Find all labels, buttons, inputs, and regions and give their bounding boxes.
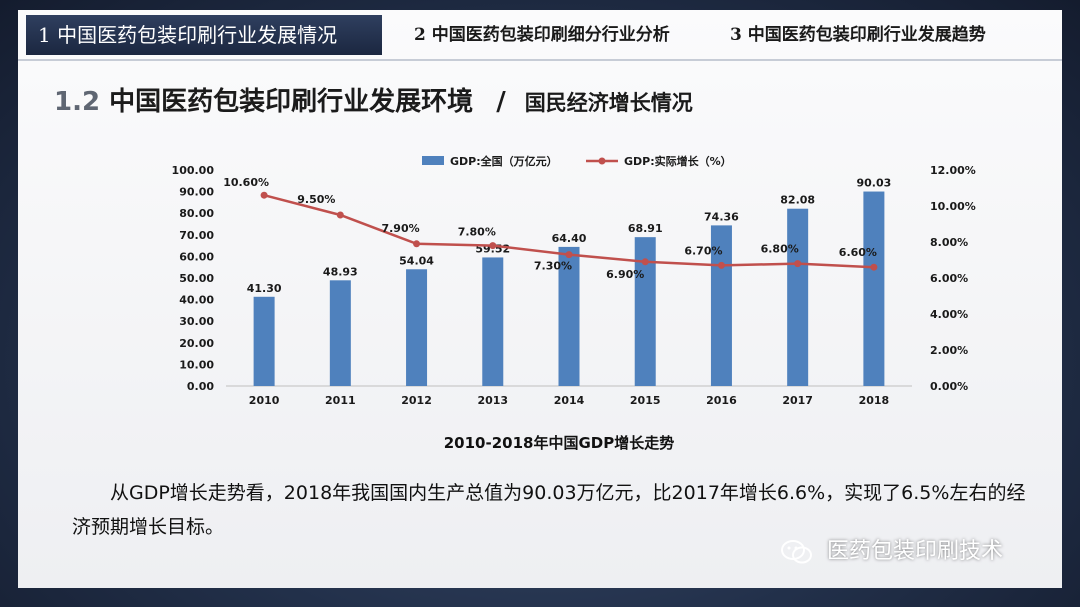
section-slash: / — [496, 87, 506, 117]
growth-value-label: 6.70% — [684, 244, 722, 257]
y-left-tick-label: 10.00 — [179, 358, 214, 371]
bar-value-label: 64.40 — [552, 232, 587, 245]
x-tick-label: 2015 — [630, 394, 661, 407]
footer-brand-name: 医药包装印刷技术 — [827, 539, 1004, 564]
nav-divider — [18, 59, 1062, 61]
body-paragraph: 从GDP增长走势看，2018年我国国内生产总值为90.03万亿元，比2017年增… — [72, 482, 1026, 538]
section-number: 1.2 — [54, 87, 101, 117]
section-heading: 1.2 中国医药包装印刷行业发展环境 / 国民经济增长情况 — [54, 82, 693, 122]
growth-point — [565, 251, 573, 259]
bar-gdp — [406, 269, 428, 386]
growth-point — [336, 211, 344, 219]
x-tick-label: 2017 — [782, 394, 813, 407]
gdp-combo-chart: 0.00 10.00 20.00 30.00 40.00 50.00 60.00 70.00 8… — [172, 154, 976, 452]
nav-tab-2[interactable]: 2 中国医药包装印刷细分行业分析 — [414, 25, 670, 45]
growth-value-label: 6.90% — [606, 268, 644, 281]
legend-swatch-gdp — [422, 156, 444, 165]
bar-gdp — [787, 208, 809, 386]
bar-value-label: 68.91 — [628, 222, 663, 235]
bar-gdp — [482, 257, 504, 386]
nav-tab-3[interactable]: 3 中国医药包装印刷行业发展趋势 — [730, 25, 986, 45]
slide: 1 中国医药包装印刷行业发展情况 2 中国医药包装印刷细分行业分析 3 中国医药… — [18, 10, 1062, 588]
growth-point — [794, 260, 802, 268]
y-right-tick-label: 8.00% — [930, 236, 968, 249]
bar-value-label: 74.36 — [704, 210, 739, 223]
footer-brand: 医药包装印刷技术 — [780, 532, 1003, 572]
growth-value-label: 7.80% — [458, 226, 496, 239]
y-right-tick-label: 2.00% — [930, 344, 968, 357]
section-subtitle: 国民经济增长情况 — [524, 91, 693, 115]
x-tick-label: 2011 — [325, 394, 356, 407]
growth-point — [870, 263, 878, 271]
y-left-tick-label: 40.00 — [179, 294, 214, 307]
bar-gdp — [558, 246, 580, 386]
growth-point — [489, 242, 497, 250]
y-left-tick-label: 70.00 — [179, 229, 214, 242]
top-nav: 1 中国医药包装印刷行业发展情况 2 中国医药包装印刷细分行业分析 3 中国医药… — [18, 10, 1062, 61]
x-tick-label: 2010 — [249, 394, 280, 407]
legend-label-gdp: GDP:全国（万亿元） — [450, 154, 558, 168]
legend-marker-growth — [598, 157, 606, 165]
y-right-tick-label: 10.00% — [930, 200, 976, 213]
y-left-tick-label: 100.00 — [172, 164, 215, 177]
section-title: 中国医药包装印刷行业发展环境 — [109, 87, 474, 117]
bar-value-label: 90.03 — [856, 177, 891, 190]
x-tick-label: 2012 — [401, 394, 432, 407]
growth-value-label: 10.60% — [223, 176, 269, 189]
bar-gdp — [253, 296, 275, 386]
growth-value-label: 7.90% — [381, 222, 419, 235]
y-left-tick-label: 90.00 — [179, 186, 214, 199]
bar-gdp — [329, 280, 351, 386]
growth-value-label: 7.30% — [534, 260, 572, 273]
legend-label-growth: GDP:实际增长（%） — [624, 154, 732, 168]
growth-point — [413, 240, 421, 248]
wechat-icon — [781, 540, 812, 564]
y-left-tick-label: 80.00 — [179, 207, 214, 220]
x-tick-label: 2014 — [554, 394, 585, 407]
y-left-tick-label: 30.00 — [179, 315, 214, 328]
growth-point — [260, 191, 268, 199]
chart-title: 2010-2018年中国GDP增长走势 — [444, 434, 674, 452]
growth-point — [717, 261, 725, 269]
y-right-tick-label: 4.00% — [930, 308, 968, 321]
nav-tab-1-active[interactable]: 1 中国医药包装印刷行业发展情况 — [26, 15, 382, 55]
bar-gdp — [863, 191, 885, 386]
growth-point — [641, 258, 649, 266]
x-tick-label: 2013 — [477, 394, 508, 407]
bar-value-label: 82.08 — [780, 194, 815, 207]
y-left-tick-label: 0.00 — [187, 380, 214, 393]
x-tick-label: 2018 — [859, 394, 890, 407]
y-left-tick-label: 20.00 — [179, 337, 214, 350]
y-right-tick-label: 6.00% — [930, 272, 968, 285]
bar-gdp — [634, 237, 656, 386]
bar-value-label: 54.04 — [399, 254, 434, 267]
x-tick-label: 2016 — [706, 394, 737, 407]
y-left-tick-label: 50.00 — [179, 272, 214, 285]
growth-value-label: 6.80% — [761, 243, 799, 256]
growth-value-label: 9.50% — [297, 193, 335, 206]
y-right-tick-label: 12.00% — [930, 164, 976, 177]
y-right-tick-label: 0.00% — [930, 380, 968, 393]
y-left-tick-label: 60.00 — [179, 250, 214, 263]
growth-value-label: 6.60% — [839, 246, 877, 259]
bar-value-label: 48.93 — [323, 265, 358, 278]
bar-value-label: 41.30 — [247, 282, 282, 295]
